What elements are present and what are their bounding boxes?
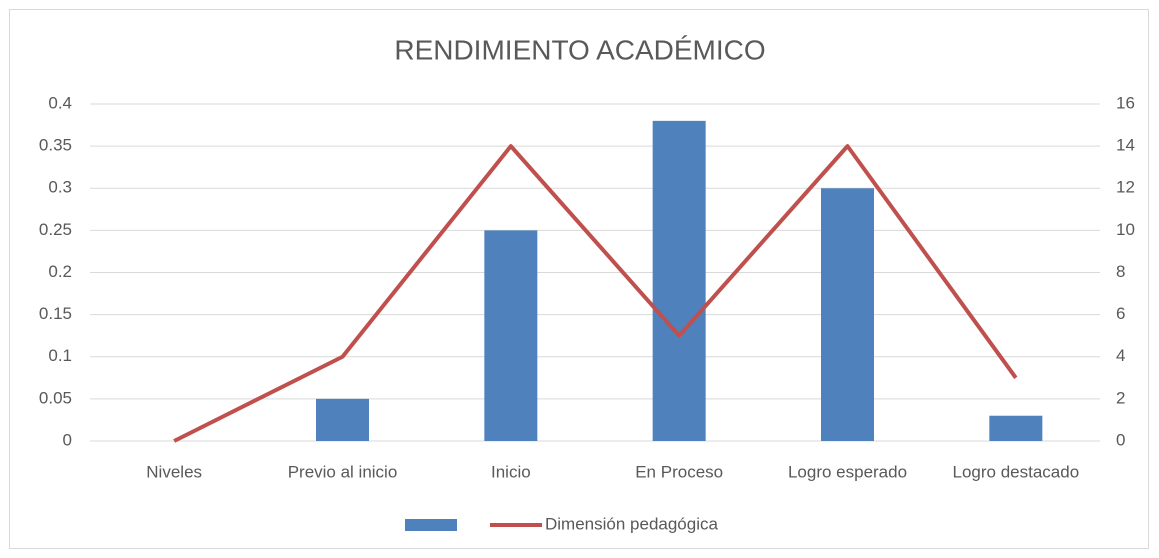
y2-tick-label: 12	[1116, 178, 1135, 197]
bar	[316, 398, 369, 441]
x-tick-label: Niveles	[146, 462, 202, 481]
y-tick-label: 0.1	[48, 346, 72, 365]
bar	[821, 188, 874, 441]
x-tick-label: Logro esperado	[788, 462, 907, 481]
line-series	[173, 144, 1018, 443]
y-tick-label: 0.4	[48, 93, 72, 112]
x-tick-label: Inicio	[491, 462, 531, 481]
y-tick-label: 0	[63, 430, 72, 449]
y2-tick-label: 0	[1116, 430, 1125, 449]
chart-title: RENDIMIENTO ACADÉMICO	[394, 34, 765, 65]
y-tick-label: 0.3	[48, 178, 72, 197]
y-tick-label: 0.35	[39, 136, 72, 155]
legend-swatch	[405, 519, 457, 531]
y2-tick-label: 6	[1116, 304, 1125, 323]
x-tick-label: En Proceso	[635, 462, 723, 481]
y-tick-label: 0.2	[48, 262, 72, 281]
y-tick-label: 0.15	[39, 304, 72, 323]
y-tick-label: 0.05	[39, 388, 72, 407]
x-tick-label: Logro destacado	[953, 462, 1080, 481]
bar	[484, 230, 538, 441]
bar	[652, 120, 706, 441]
y2-tick-label: 8	[1116, 262, 1125, 281]
y2-tick-label: 10	[1116, 220, 1135, 239]
y2-tick-label: 4	[1116, 346, 1125, 365]
y2-tick-label: 14	[1116, 136, 1135, 155]
y-tick-label: 0.25	[39, 220, 72, 239]
x-tick-label: Previo al inicio	[288, 462, 398, 481]
y2-tick-label: 2	[1116, 388, 1125, 407]
chart-border	[9, 9, 1149, 549]
bar	[989, 415, 1043, 441]
legend-label: Dimensión pedagógica	[545, 514, 718, 533]
y2-tick-label: 16	[1116, 93, 1135, 112]
